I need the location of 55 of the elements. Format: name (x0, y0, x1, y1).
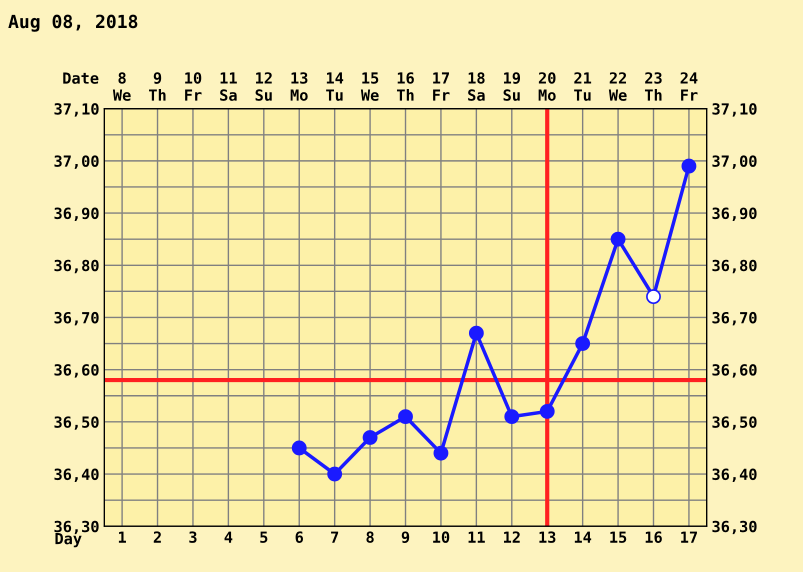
x2-tick-label: 20 Mo (538, 72, 556, 101)
x2-tick-label: 18 Sa (468, 72, 485, 101)
x2-tick-label: 15 We (360, 72, 379, 101)
y-tick-label: 37,10 (54, 103, 99, 117)
x2-tick-label: 21 Tu (574, 72, 592, 101)
y-tick-label: 37,00 (54, 155, 99, 169)
x-tick-label: 13 (539, 531, 556, 543)
x-axis-title: Day (55, 532, 82, 548)
x-tick-label: 1 (118, 532, 126, 543)
y2-tick-label: 37,00 (712, 155, 757, 169)
x2-axis-title: Date (63, 72, 98, 84)
y-tick-label: 36,80 (54, 260, 99, 274)
x2-tick-label: 24 Fr (680, 72, 698, 101)
x2-tick-label: 14 Tu (326, 72, 344, 101)
y-tick-label: 36,90 (54, 208, 99, 222)
chart-title: Aug 08, 2018 (8, 14, 138, 32)
y2-tick-label: 36,50 (712, 416, 757, 430)
x-tick-label: 14 (574, 532, 592, 543)
y-tick-label: 36,70 (54, 312, 99, 326)
x2-tick-label: 16 Th (396, 72, 414, 101)
x-tick-label: 8 (366, 531, 374, 543)
x-tick-label: 2 (154, 531, 161, 543)
x2-tick-label: 22 We (608, 72, 627, 101)
x2-tick-label: 12 Su (256, 72, 272, 101)
y2-tick-label: 37,10 (712, 103, 757, 117)
x-tick-label: 3 (189, 531, 197, 543)
x2-tick-label: 23 Th (644, 72, 662, 101)
y-tick-label: 36,40 (54, 468, 99, 482)
y2-tick-label: 36,60 (712, 364, 757, 378)
y2-tick-label: 36,90 (712, 208, 757, 222)
x-tick-label: 17 (681, 532, 697, 543)
x-tick-label: 16 (646, 531, 662, 543)
x-tick-label: 15 (610, 532, 626, 543)
y2-tick-label: 36,80 (712, 260, 757, 274)
x2-tick-label: 11 Sa (220, 72, 237, 101)
x2-tick-label: 8 We (112, 72, 131, 101)
x2-tick-label: 19 Su (504, 72, 520, 101)
x-tick-label: 4 (224, 532, 232, 543)
y-tick-label: 36,50 (54, 416, 99, 430)
x-tick-label: 6 (296, 531, 304, 543)
y-tick-label: 36,30 (54, 520, 99, 534)
x-tick-label: 12 (504, 531, 520, 543)
y2-tick-label: 36,40 (712, 468, 757, 482)
y2-tick-label: 36,30 (712, 520, 757, 534)
x-tick-label: 9 (402, 531, 410, 543)
x-tick-label: 5 (260, 532, 268, 543)
y-tick-label: 36,60 (54, 364, 99, 378)
y2-tick-label: 36,70 (712, 312, 757, 326)
x-tick-label: 7 (331, 532, 338, 543)
x-tick-label: 10 (433, 531, 450, 543)
x2-tick-label: 10 Fr (185, 72, 202, 101)
x2-tick-label: 13 Mo (290, 72, 308, 101)
x-tick-label: 11 (468, 532, 485, 543)
x2-tick-label: 17 Fr (433, 72, 450, 101)
x2-tick-label: 9 Th (149, 72, 166, 101)
